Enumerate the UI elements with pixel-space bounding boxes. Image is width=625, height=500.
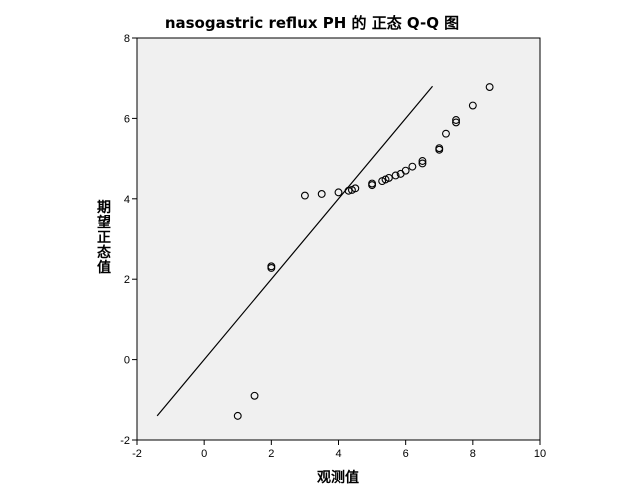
x-tick-label: -2 bbox=[132, 448, 142, 460]
x-tick-label: 0 bbox=[201, 448, 207, 460]
y-tick-label: -2 bbox=[120, 435, 130, 447]
y-tick-label: 2 bbox=[124, 274, 130, 286]
reference-line bbox=[156, 85, 433, 417]
x-tick-label: 6 bbox=[403, 448, 409, 460]
x-tick-label: 8 bbox=[470, 448, 476, 460]
data-point bbox=[233, 411, 242, 420]
data-point bbox=[452, 116, 460, 124]
x-tick-label: 10 bbox=[534, 448, 546, 460]
y-axis-title-char: 正 bbox=[97, 230, 111, 246]
data-point bbox=[344, 186, 353, 195]
data-point bbox=[317, 190, 326, 198]
data-point bbox=[468, 101, 477, 110]
data-point bbox=[250, 391, 259, 400]
data-point bbox=[401, 166, 410, 175]
data-point bbox=[391, 171, 400, 180]
tick-marks: -2 0 2 4 6 8 10 -2 0 2 4 6 8 bbox=[120, 33, 546, 460]
data-point bbox=[334, 188, 343, 197]
data-point bbox=[351, 184, 360, 193]
data-point bbox=[435, 144, 444, 153]
data-point bbox=[267, 262, 276, 271]
y-tick-label: 0 bbox=[124, 355, 130, 367]
data-point bbox=[384, 173, 393, 182]
chart-title: nasogastric reflux PH 的 正态 Q-Q 图 bbox=[165, 14, 459, 32]
data-point bbox=[368, 179, 377, 188]
y-tick-label: 4 bbox=[124, 194, 130, 206]
data-point bbox=[485, 83, 494, 91]
data-point bbox=[300, 191, 309, 200]
y-axis-title-char: 望 bbox=[97, 214, 111, 231]
y-axis-title-char: 期 bbox=[97, 200, 111, 216]
y-tick-label: 6 bbox=[124, 113, 130, 125]
data-point bbox=[452, 118, 460, 127]
data-point bbox=[408, 162, 417, 171]
x-tick-label: 4 bbox=[335, 448, 341, 460]
data-point bbox=[418, 159, 427, 168]
y-axis-title-char: 值 bbox=[97, 259, 111, 276]
x-axis-title: 观测值 bbox=[317, 469, 359, 486]
reference-line-group bbox=[156, 85, 433, 417]
data-points bbox=[233, 83, 494, 420]
x-tick-label: 2 bbox=[268, 448, 274, 460]
plot-area bbox=[136, 37, 541, 441]
data-point bbox=[442, 129, 450, 138]
y-tick-label: 8 bbox=[124, 33, 130, 45]
data-point bbox=[418, 157, 427, 165]
y-axis-title-char: 态 bbox=[97, 244, 111, 261]
